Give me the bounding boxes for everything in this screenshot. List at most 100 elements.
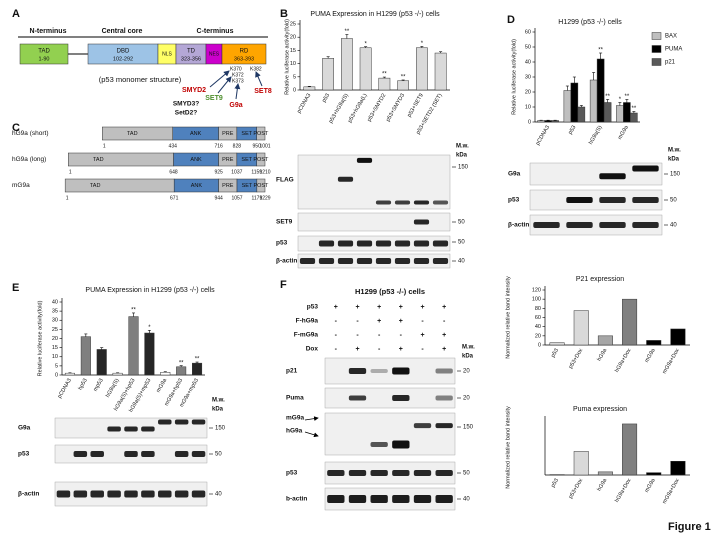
blot-band: [318, 240, 335, 247]
bar: [416, 47, 428, 91]
mw-marker: 40: [670, 223, 677, 229]
y-tick-label: 0: [55, 372, 58, 378]
blot-background: [529, 189, 663, 211]
blot-band: [191, 490, 206, 498]
bar: [622, 423, 638, 476]
blot-band: [327, 470, 345, 476]
bar: [359, 47, 372, 91]
construct-name: hG9a (short): [12, 130, 49, 137]
blot-background: [324, 387, 456, 409]
domain-name: PRE: [222, 157, 234, 163]
blot-band: [370, 369, 388, 373]
y-tick-label: 0: [293, 87, 296, 93]
blot-background: [297, 235, 451, 252]
bar: [112, 372, 123, 376]
blot-label: b-actin: [286, 496, 307, 503]
blot-band: [370, 495, 388, 503]
blot-band: [348, 470, 367, 476]
significance: *: [619, 97, 622, 103]
condition-name: F-hG9a: [296, 318, 319, 325]
significance: *: [148, 325, 151, 331]
domain-segment: [68, 152, 174, 167]
residue-position: 1: [69, 169, 72, 175]
legend-swatch: [651, 45, 662, 53]
bar: [537, 120, 545, 123]
chart-title: P21 expression: [576, 276, 624, 283]
arrow: [217, 76, 232, 94]
construct-name: hG9a (long): [12, 156, 46, 163]
bar: [603, 102, 612, 123]
site: K370: [230, 66, 242, 72]
mw-marker: 50: [463, 471, 470, 477]
arrow: [304, 416, 319, 421]
bar: [144, 332, 155, 376]
legend-label: PUMA: [665, 47, 682, 53]
blot-band: [375, 240, 392, 247]
y-tick-label: 60: [535, 315, 541, 321]
blot-band: [73, 490, 88, 498]
mw-marker: 150: [458, 165, 469, 171]
blot-band: [56, 490, 71, 498]
blot-background: [324, 487, 456, 511]
condition-sign: +: [334, 304, 338, 311]
residue-position: 1057: [231, 195, 242, 201]
significance: **: [401, 75, 406, 81]
blot-band: [348, 395, 367, 401]
condition-sign: -: [356, 332, 359, 339]
blot-label: β-actin: [276, 258, 297, 265]
bar: [622, 298, 638, 346]
mw-marker: 50: [458, 220, 465, 226]
blot-band: [174, 419, 189, 425]
y-axis-label: Relative luciferase activity(fold): [37, 300, 43, 376]
blot-band: [413, 258, 430, 264]
significance: **: [131, 308, 136, 314]
residue-position: 1179: [251, 195, 262, 201]
y-tick-label: 0: [538, 342, 541, 348]
blot-label: p53: [508, 197, 520, 204]
blot-band: [90, 490, 104, 498]
y-tick-label: 35: [52, 309, 58, 315]
x-tick-label: p53: [550, 348, 560, 359]
residue-position: 1229: [259, 195, 270, 201]
blot-band: [566, 197, 593, 203]
domain-name: TAD: [90, 183, 101, 189]
blot-title: H1299 (p53 -/-) cells: [355, 287, 425, 296]
blot-band: [632, 222, 659, 228]
domain-name: TAD: [38, 49, 50, 55]
domain-name: ANK: [191, 183, 203, 189]
domain-segment: [256, 152, 266, 167]
bar: [616, 105, 624, 123]
blot-band: [299, 258, 316, 264]
bar: [397, 80, 409, 91]
mw-marker: 150: [670, 172, 681, 178]
mw-label: M.w.: [462, 345, 475, 351]
blot-label: mG9a: [286, 415, 304, 422]
blot-label: hG9a: [286, 428, 303, 435]
chart-title: PUMA Expression in H1299 (p53 -/-) cells: [85, 287, 215, 294]
y-axis-label: Relative luciferase activity(fold): [284, 19, 290, 95]
condition-sign: +: [399, 304, 403, 311]
condition-name: p53: [307, 304, 319, 311]
domain-name: NES: [209, 51, 220, 57]
arrow: [209, 70, 230, 88]
blot-band: [413, 240, 430, 247]
bar: [378, 77, 391, 91]
condition-sign: -: [335, 318, 338, 325]
condition-name: Dox: [306, 346, 319, 353]
residue-position: 716: [214, 143, 223, 149]
residue-position: 944: [214, 195, 223, 201]
domain-name: ANK: [190, 157, 202, 163]
enzyme: G9a: [229, 102, 242, 109]
domain-name: SET: [242, 183, 253, 189]
mw-unit: kDa: [456, 153, 468, 159]
mw-marker: 50: [215, 452, 222, 458]
significance: **: [195, 357, 200, 363]
blot-band: [90, 451, 104, 457]
blot-band: [392, 470, 410, 476]
condition-sign: +: [442, 346, 446, 353]
domain-name: PRE: [222, 131, 234, 137]
domain-segment: [64, 178, 175, 193]
y-tick-label: 25: [52, 327, 58, 333]
domain-name: ANK: [190, 131, 202, 137]
